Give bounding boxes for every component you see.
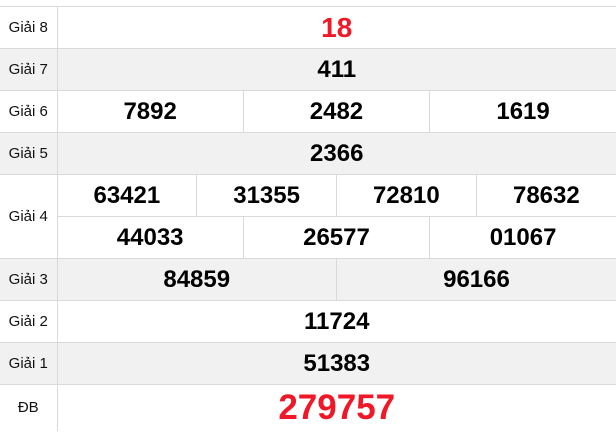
prize-label-giai-4: Giải 4 — [0, 174, 58, 259]
prize-label-giai-2: Giải 2 — [0, 300, 58, 343]
table-row-giai-3: Giải 3 84859 96166 — [0, 258, 616, 301]
table-row-giai-4-line-1: Giải 4 63421 31355 72810 78632 — [0, 174, 616, 259]
prize-value-giai-5: 2366 — [56, 132, 616, 175]
prize-value-giai-4-4: 78632 — [475, 174, 616, 217]
table-row-giai-7: Giải 7 411 — [0, 48, 616, 91]
prize-label-giai-7: Giải 7 — [0, 48, 58, 91]
prize-value-giai-4-7: 01067 — [429, 216, 616, 259]
prize-label-giai-6: Giải 6 — [0, 90, 58, 133]
prize-value-giai-4-2: 31355 — [196, 174, 337, 217]
prize-value-giai-6-2: 2482 — [242, 90, 431, 133]
lottery-results-table: Giải 8 18 Giải 7 411 Giải 6 7892 2482 16… — [0, 6, 616, 431]
table-row-giai-4-line-2: 44033 26577 01067 — [0, 216, 616, 259]
prize-value-giai-6-1: 7892 — [56, 90, 244, 133]
table-row-giai-8: Giải 8 18 — [0, 6, 616, 49]
prize-value-giai-2: 11724 — [56, 300, 616, 343]
prize-value-db: 279757 — [56, 384, 616, 431]
table-row-giai-5: Giải 5 2366 — [0, 132, 616, 175]
table-row-db: ĐB 279757 — [0, 384, 616, 431]
prize-label-giai-8: Giải 8 — [0, 6, 58, 49]
prize-value-giai-8: 18 — [56, 6, 616, 49]
prize-label-giai-5: Giải 5 — [0, 132, 58, 175]
prize-value-giai-3-2: 96166 — [335, 258, 616, 301]
table-row-giai-6: Giải 6 7892 2482 1619 — [0, 90, 616, 133]
prize-label-giai-1: Giải 1 — [0, 342, 58, 385]
prize-value-giai-1: 51383 — [56, 342, 616, 385]
prize-value-giai-3-1: 84859 — [56, 258, 337, 301]
lottery-results-panel: Giải 8 18 Giải 7 411 Giải 6 7892 2482 16… — [0, 6, 616, 431]
table-row-giai-2: Giải 2 11724 — [0, 300, 616, 343]
prize-value-giai-4-5: 44033 — [57, 216, 244, 259]
table-row-giai-1: Giải 1 51383 — [0, 342, 616, 385]
prize-value-giai-4-3: 72810 — [335, 174, 477, 217]
prize-value-giai-4-6: 26577 — [242, 216, 431, 259]
prize-label-giai-3: Giải 3 — [0, 258, 58, 301]
prize-label-db: ĐB — [0, 384, 58, 431]
prize-value-giai-4-1: 63421 — [56, 174, 198, 217]
prize-value-giai-7: 411 — [56, 48, 616, 91]
prize-value-giai-6-3: 1619 — [429, 90, 616, 133]
